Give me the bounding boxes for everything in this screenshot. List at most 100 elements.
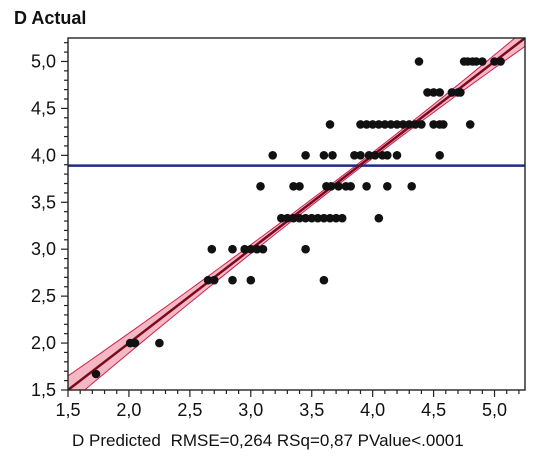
data-point [301,244,310,254]
regression-stats: RMSE=0,264 RSq=0,87 PValue<.0001 [171,431,464,450]
data-point [456,88,465,97]
y-tick-label: 3,0 [31,239,56,259]
data-point [362,120,371,129]
data-point [364,151,374,160]
x-axis: 1,5 2,0 2,5 3,0 3,5 4,0 4,5 5,0 [55,390,520,420]
data-point [435,151,445,160]
data-point [465,120,475,129]
y-axis: 1,5 2,0 2,5 3,0 3,5 4,0 4,5 5,0 [31,42,68,400]
data-point [490,57,499,66]
data-point [283,213,292,223]
plot-frame [67,37,526,391]
y-tick-label: 4,0 [31,145,56,165]
points-layer [91,57,505,379]
data-point [268,151,278,160]
fit-line [68,38,525,390]
data-point [411,120,420,129]
data-point [240,244,249,254]
data-point [256,182,265,191]
data-point [246,275,256,285]
data-point [130,338,140,348]
data-point [398,120,408,129]
data-point [337,213,347,223]
data-point [326,182,336,191]
data-point [307,213,317,223]
data-point [313,213,323,223]
y-tick-label: 2,5 [31,286,56,306]
data-point [447,88,457,97]
data-point [374,213,384,223]
data-point [295,213,304,223]
data-point [423,88,432,97]
data-point [435,88,445,97]
data-point [362,182,371,191]
data-point [289,213,298,223]
data-point [289,182,298,191]
data-point [472,57,481,66]
x-axis-footer: D Predicted RMSE=0,264 RSq=0,87 PValue<.… [72,431,464,450]
data-point [496,57,505,66]
data-point [392,151,402,160]
data-point [356,151,365,160]
x-tick-label: 1,5 [55,400,80,420]
data-point [429,120,438,129]
data-point [380,120,390,129]
data-point [356,120,365,129]
data-point [301,213,310,223]
x-tick-label: 5,0 [482,400,507,420]
data-point [246,244,256,254]
fit-line-layer [68,38,525,390]
data-point [386,120,396,129]
data-point [404,120,414,129]
x-tick-label: 3,0 [238,400,263,420]
data-point [207,244,217,254]
data-point [417,120,426,129]
data-point [319,151,329,160]
data-point [346,182,356,191]
data-point [414,57,424,66]
data-point [334,182,343,191]
y-tick-label: 4,5 [31,98,56,118]
data-point [478,57,487,66]
x-axis-title: D Predicted [72,431,161,450]
data-point [209,275,219,285]
data-point [350,151,359,160]
data-point [203,275,213,285]
data-point [392,120,402,129]
y-axis-title: D Actual [14,8,86,28]
data-point [328,151,337,160]
data-point [252,244,262,254]
data-point [301,151,310,160]
y-tick-label: 5,0 [31,51,56,71]
y-tick-label: 3,5 [31,192,56,212]
y-tick-label: 1,5 [31,380,56,400]
data-point [383,182,392,191]
data-point [228,244,237,254]
data-point [325,213,335,223]
data-point [91,369,101,379]
x-tick-label: 2,0 [116,400,141,420]
data-point [374,120,384,129]
y-tick-label: 2,0 [31,333,56,353]
data-point [258,244,268,254]
data-point [331,213,341,223]
data-point [319,213,329,223]
data-point [429,88,438,97]
data-point [439,120,448,129]
data-point [383,151,392,160]
x-tick-label: 2,5 [177,400,202,420]
data-point [368,120,378,129]
data-point [295,182,304,191]
x-tick-label: 3,5 [299,400,324,420]
data-point [407,182,417,191]
data-point [277,213,286,223]
data-point [370,151,380,160]
data-point [319,275,329,285]
data-point [325,120,335,129]
x-tick-label: 4,0 [360,400,385,420]
x-tick-label: 4,5 [421,400,446,420]
plot-area [67,37,526,391]
data-point [155,338,164,348]
data-point [228,275,237,285]
